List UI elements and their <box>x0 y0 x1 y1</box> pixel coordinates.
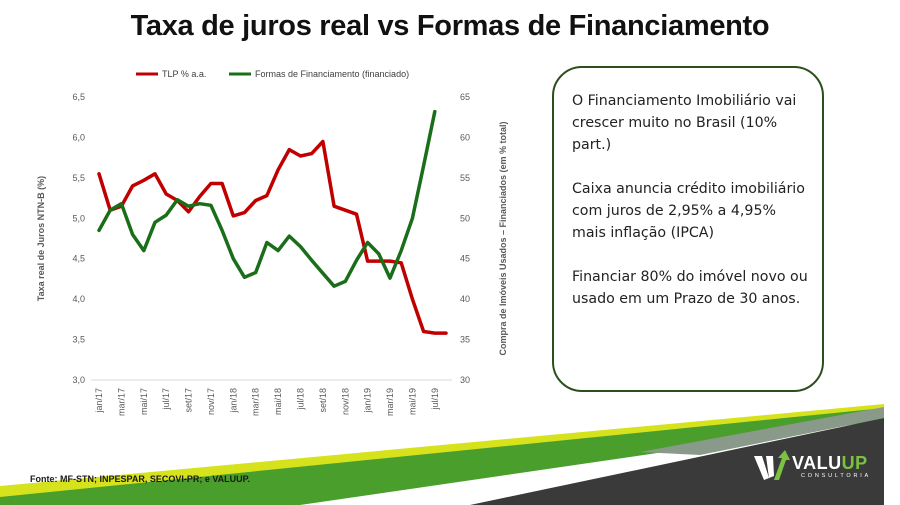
y-right-tick-label: 60 <box>460 132 470 142</box>
y-left-tick-label: 5,5 <box>72 173 85 183</box>
y-left-tick-label: 6,5 <box>72 92 85 102</box>
info-paragraph-2: Caixa anuncia crédito imobiliário com ju… <box>572 181 805 241</box>
y-right-axis-title: Compra de Imóveis Usados – Financiados (… <box>498 121 508 355</box>
y-left-tick-label: 5,0 <box>72 213 85 223</box>
y-left-tick-label: 4,5 <box>72 254 85 264</box>
source-note: Fonte: MF-STN; INPESPAR, SECOVI-PR; e VA… <box>30 474 251 484</box>
x-tick-label: nov/18 <box>340 388 350 415</box>
brand-subtitle: CONSULTORIA <box>801 473 872 479</box>
x-tick-label: set/18 <box>318 388 328 413</box>
x-tick-label: jan/19 <box>363 388 373 414</box>
y-left-axis-title: Taxa real de Juros NTN-B (%) <box>36 176 46 301</box>
x-tick-label: mai/18 <box>273 388 283 415</box>
x-tick-label: mai/19 <box>407 388 417 415</box>
y-left-tick-label: 3,0 <box>72 375 85 385</box>
brand-name: VALUUP <box>792 453 868 474</box>
y-right-tick-label: 40 <box>460 294 470 304</box>
x-tick-label: mai/17 <box>139 388 149 415</box>
y-right-tick-label: 45 <box>460 254 470 264</box>
brand-name-main: VALU <box>792 453 842 473</box>
x-tick-label: jan/17 <box>94 388 104 414</box>
band-mid <box>640 407 884 455</box>
valuup-logo-icon <box>754 450 790 480</box>
series-line-financiamento <box>97 109 437 288</box>
slide-title: Taxa de juros real vs Formas de Financia… <box>130 10 770 42</box>
chart-series <box>97 109 448 335</box>
x-tick-label: mar/17 <box>116 388 126 416</box>
y-left-tick-label: 3,5 <box>72 335 85 345</box>
info-paragraph-3: Financiar 80% do imóvel novo ou usado em… <box>572 269 808 307</box>
x-tick-label: set/17 <box>184 388 194 413</box>
legend-label-2: Formas de Financiamento (financiado) <box>255 69 409 79</box>
x-tick-label: nov/17 <box>206 388 216 415</box>
band-green <box>0 408 884 505</box>
y-right-tick-label: 35 <box>460 335 470 345</box>
y-left-tick-label: 4,0 <box>72 294 85 304</box>
x-tick-label: mar/18 <box>251 388 261 416</box>
y-left-tick-label: 6,0 <box>72 132 85 142</box>
band-dark <box>470 418 884 505</box>
brand-name-accent: UP <box>841 453 868 473</box>
info-textbox: O Financiamento Imobiliário vai crescer … <box>552 66 824 392</box>
legend-label-1: TLP % a.a. <box>162 69 206 79</box>
y-right-tick-label: 65 <box>460 92 470 102</box>
chart-legend: TLP % a.a. Formas de Financiamento (finan… <box>136 69 409 79</box>
x-tick-label: jan/18 <box>228 388 238 414</box>
y-right-tick-label: 55 <box>460 173 470 183</box>
y-right-tick-label: 50 <box>460 213 470 223</box>
x-tick-label: jul/19 <box>430 388 440 411</box>
info-paragraph-1: O Financiamento Imobiliário vai crescer … <box>572 93 797 153</box>
x-tick-label: jul/18 <box>295 388 305 411</box>
x-tick-label: jul/17 <box>161 388 171 411</box>
brand-logo: VALUUP CONSULTORIA <box>752 450 882 486</box>
chart-axes: 3,0 3,5 4,0 4,5 5,0 5,5 6,0 6,5 30 35 40 45 50 55 60 65… <box>36 92 508 416</box>
x-tick-label: mar/19 <box>385 388 395 416</box>
decorative-band <box>0 404 884 505</box>
y-right-tick-label: 30 <box>460 375 470 385</box>
series-line-tlp <box>97 139 448 335</box>
